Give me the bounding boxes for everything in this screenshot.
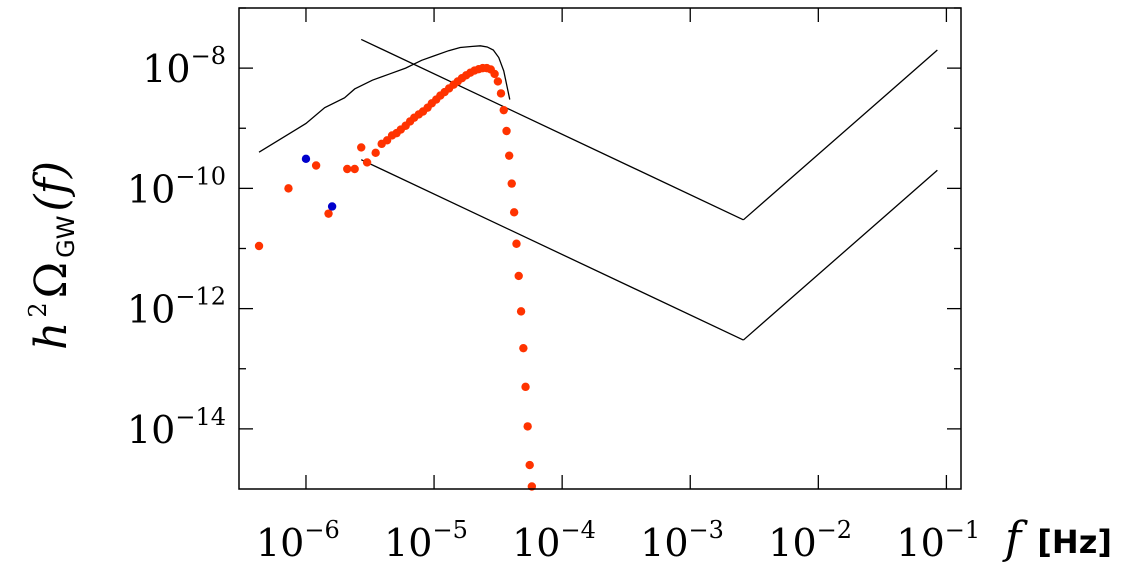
- axis-ticks: [239, 7, 961, 489]
- y-tick-label-exponent: −10: [175, 162, 226, 190]
- plot-frame: [238, 7, 962, 490]
- x-tick-label-exponent: −3: [689, 516, 724, 544]
- data-point-5: [350, 164, 359, 174]
- x-tick-label-exponent: −1: [945, 516, 980, 544]
- x-tick-label-exponent: −4: [560, 516, 595, 544]
- data-point-41: [507, 179, 516, 188]
- x-tick-label-base: 10: [640, 521, 688, 565]
- data-point-37: [496, 89, 506, 98]
- x-tick-label-2: 10−4: [512, 516, 596, 565]
- x-tick-label-base: 10: [512, 521, 560, 565]
- data-point-43: [512, 239, 521, 248]
- data-point-38: [499, 105, 508, 115]
- y-axis-power: 2: [24, 302, 52, 317]
- y-axis-prefix: h: [26, 322, 77, 350]
- x-tick-label-4: 10−2: [768, 516, 852, 565]
- data-point-42: [509, 208, 519, 217]
- data-point-2: [311, 161, 321, 170]
- y-axis-subscript: GW: [52, 216, 80, 258]
- data-point-8: [371, 148, 380, 158]
- data-point-47: [521, 382, 530, 392]
- data-point-45: [516, 307, 526, 316]
- series-line-4: [742, 169, 938, 341]
- x-axis-label: f [Hz]: [1002, 513, 1112, 564]
- y-axis-label: h 2 Ω GW (f): [24, 161, 80, 350]
- y-tick-label-3: 10−8: [142, 42, 226, 91]
- data-point-40: [504, 151, 514, 160]
- data-point-1: [284, 184, 293, 193]
- y-tick-label-base: 10: [142, 47, 190, 91]
- y-tick-label-exponent: −14: [175, 403, 226, 431]
- series-line-0: [258, 45, 511, 153]
- x-tick-label-base: 10: [768, 521, 816, 565]
- data-point-35: [490, 69, 499, 79]
- data-point-44: [514, 271, 523, 281]
- x-tick-label-exponent: −2: [817, 516, 852, 544]
- y-tick-label-base: 10: [127, 167, 175, 211]
- plot-points: [254, 63, 537, 491]
- x-tick-label-exponent: −5: [432, 516, 467, 544]
- x-axis-symbol: f: [1002, 513, 1028, 564]
- x-axis-unit: [Hz]: [1037, 523, 1112, 561]
- x-tick-label-5: 10−1: [896, 516, 980, 565]
- data-point-6: [357, 143, 366, 152]
- series-line-1: [360, 38, 744, 221]
- y-tick-label-base: 10: [127, 288, 175, 332]
- plot-lines: [258, 38, 938, 341]
- data-point-48: [523, 422, 532, 431]
- data-point-46: [519, 343, 528, 353]
- x-tick-label-base: 10: [384, 521, 432, 565]
- y-axis-argument: (f): [26, 161, 77, 212]
- data-point-39: [502, 126, 511, 136]
- data-point-0: [254, 241, 264, 251]
- y-tick-label-0: 10−14: [127, 403, 226, 452]
- series-line-2: [742, 49, 938, 221]
- data-point-49: [525, 460, 534, 470]
- x-tick-label-3: 10−3: [640, 516, 724, 565]
- x-tick-label-base: 10: [896, 521, 944, 565]
- data-point-51: [301, 154, 311, 164]
- y-tick-label-1: 10−12: [127, 283, 226, 332]
- x-tick-label-exponent: −6: [304, 516, 339, 544]
- data-point-52: [327, 202, 337, 211]
- x-tick-labels: 10−6 10−5 10−4 10−3 10−2 10−1: [256, 516, 980, 565]
- y-tick-label-2: 10−10: [127, 162, 226, 211]
- series-line-3: [360, 159, 744, 341]
- x-tick-label-0: 10−6: [256, 516, 340, 565]
- x-tick-label-base: 10: [256, 521, 304, 565]
- y-tick-label-base: 10: [127, 408, 175, 452]
- x-tick-label-1: 10−5: [384, 516, 468, 565]
- y-tick-label-exponent: −8: [191, 42, 226, 70]
- data-point-7: [362, 158, 372, 167]
- data-point-3: [324, 209, 333, 218]
- y-axis-omega: Ω: [26, 262, 77, 298]
- data-point-36: [493, 77, 503, 86]
- data-point-4: [343, 164, 352, 174]
- y-tick-label-exponent: −12: [175, 283, 226, 311]
